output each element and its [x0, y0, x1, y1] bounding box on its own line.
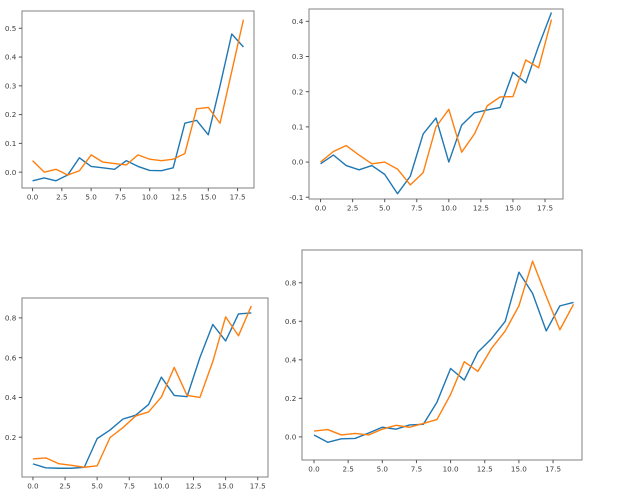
x-tick-label: 5.0 [85, 192, 97, 201]
x-tick-label: 0.0 [27, 481, 39, 490]
chart-bottom-left: 0.0 2.5 5.0 7.5 10.0 12.5 15.0 17.5 0.2 0.4 0.6 0.8 [5, 297, 269, 490]
x-tick-label: 7.5 [124, 481, 135, 490]
x-tick-label: 12.5 [477, 464, 493, 473]
x-axis-ticks: 0.0 2.5 5.0 7.5 10.0 12.5 15.0 17.5 [308, 460, 561, 473]
x-tick-label: 15.0 [511, 464, 527, 473]
y-tick-label: 0.0 [285, 432, 297, 441]
x-tick-label: 7.5 [411, 203, 422, 212]
x-tick-label: 0.0 [27, 192, 39, 201]
y-tick-label: 0.3 [5, 81, 16, 90]
y-tick-label: 0.1 [5, 139, 16, 148]
x-tick-label: 10.0 [443, 464, 459, 473]
x-tick-label: 15.0 [218, 481, 234, 490]
y-tick-label: 0.8 [285, 278, 297, 287]
x-tick-label: 17.5 [230, 192, 246, 201]
x-tick-label: 10.0 [441, 203, 457, 212]
y-tick-label: 0.0 [292, 158, 304, 167]
series-blue-line [313, 271, 574, 443]
y-tick-label: 0.2 [5, 433, 16, 442]
y-tick-label: 0.5 [5, 24, 16, 33]
x-tick-label: 12.5 [171, 192, 187, 201]
y-tick-label: 0.1 [292, 122, 303, 131]
y-axis-ticks: 0.0 0.2 0.4 0.6 0.8 [285, 278, 302, 441]
y-tick-label: -0.1 [289, 193, 303, 202]
y-axis-ticks: -0.1 0.0 0.1 0.2 0.3 0.4 [289, 17, 309, 202]
x-tick-label: 10.0 [142, 192, 158, 201]
x-tick-label: 17.5 [537, 203, 553, 212]
x-tick-label: 2.5 [342, 464, 353, 473]
plot-frame [21, 10, 255, 189]
series-orange-line [32, 305, 252, 468]
x-tick-label: 10.0 [153, 481, 169, 490]
x-tick-label: 0.0 [315, 203, 327, 212]
x-tick-label: 17.5 [545, 464, 561, 473]
x-tick-label: 5.0 [91, 481, 103, 490]
x-tick-label: 2.5 [347, 203, 358, 212]
y-axis-ticks: 0.0 0.1 0.2 0.3 0.4 0.5 [5, 24, 22, 177]
x-tick-label: 5.0 [377, 464, 389, 473]
y-tick-label: 0.4 [292, 17, 304, 26]
series-orange-line [313, 260, 575, 436]
y-tick-label: 0.8 [5, 313, 17, 322]
y-tick-label: 0.4 [5, 53, 17, 62]
chart-top-right: 0.0 2.5 5.0 7.5 10.0 12.5 15.0 17.5 -0.1 0.0 0.1 0.… [289, 8, 564, 212]
chart-top-left: 0.0 2.5 5.0 7.5 10.0 12.5 15.0 17.5 0.0 0.1 0.2 0.3… [5, 10, 255, 201]
series-blue-line [320, 12, 553, 195]
x-tick-label: 7.5 [115, 192, 126, 201]
x-axis-ticks: 0.0 2.5 5.0 7.5 10.0 12.5 15.0 17.5 [27, 188, 246, 201]
x-tick-label: 7.5 [411, 464, 422, 473]
series-blue-line [32, 33, 244, 182]
y-tick-label: 0.6 [285, 317, 297, 326]
y-tick-label: 0.6 [5, 353, 17, 362]
x-tick-label: 12.5 [185, 481, 201, 490]
x-axis-ticks: 0.0 2.5 5.0 7.5 10.0 12.5 15.0 17.5 [27, 477, 266, 490]
y-tick-label: 0.2 [292, 87, 303, 96]
x-tick-label: 12.5 [473, 203, 489, 212]
x-tick-label: 15.0 [505, 203, 521, 212]
x-tick-label: 15.0 [200, 192, 216, 201]
y-tick-label: 0.0 [5, 168, 17, 177]
y-tick-label: 0.2 [5, 110, 16, 119]
x-tick-label: 2.5 [59, 481, 70, 490]
series-orange-line [320, 19, 553, 186]
x-tick-label: 5.0 [379, 203, 391, 212]
x-tick-label: 17.5 [250, 481, 266, 490]
plot-frame [21, 297, 269, 478]
y-tick-label: 0.4 [5, 393, 17, 402]
plot-frame [301, 249, 583, 461]
y-tick-label: 0.4 [285, 355, 297, 364]
series-orange-line [32, 19, 245, 176]
y-axis-ticks: 0.2 0.4 0.6 0.8 [5, 313, 22, 442]
x-axis-ticks: 0.0 2.5 5.0 7.5 10.0 12.5 15.0 17.5 [315, 199, 553, 212]
x-tick-label: 2.5 [56, 192, 67, 201]
y-tick-label: 0.2 [285, 394, 296, 403]
plot-frame [308, 8, 564, 200]
chart-bottom-right: 0.0 2.5 5.0 7.5 10.0 12.5 15.0 17.5 0.0 0.2 0.4 0.6… [285, 249, 583, 473]
x-tick-label: 0.0 [308, 464, 320, 473]
series-blue-line [32, 312, 252, 469]
y-tick-label: 0.3 [292, 52, 303, 61]
